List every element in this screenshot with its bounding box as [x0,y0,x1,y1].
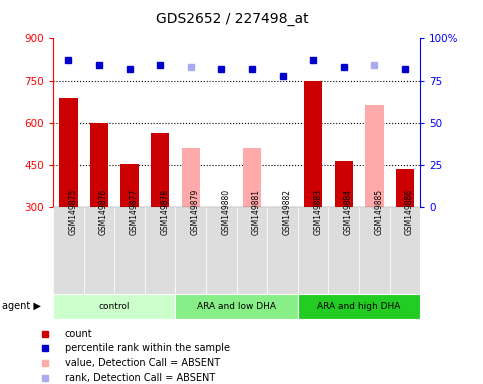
Text: count: count [65,329,93,339]
Bar [243,148,261,207]
Bar [304,81,322,207]
Bar [335,161,353,207]
Bar [151,133,170,207]
Bar [298,207,328,294]
Bar [175,207,206,294]
Text: GSM149882: GSM149882 [283,189,292,235]
Text: agent ▶: agent ▶ [2,301,41,311]
Text: control: control [99,302,130,311]
Bar [396,169,414,207]
Text: GSM149881: GSM149881 [252,189,261,235]
Bar [182,148,200,207]
Text: GSM149879: GSM149879 [191,189,200,235]
Text: GSM149885: GSM149885 [374,189,384,235]
Text: ARA and low DHA: ARA and low DHA [197,302,276,311]
Bar [237,207,267,294]
Text: GSM149886: GSM149886 [405,189,414,235]
Bar [84,207,114,294]
Bar [53,294,175,319]
Text: GSM149883: GSM149883 [313,189,322,235]
Text: rank, Detection Call = ABSENT: rank, Detection Call = ABSENT [65,373,215,383]
Text: GSM149878: GSM149878 [160,189,169,235]
Bar [53,207,84,294]
Bar [267,207,298,294]
Bar [175,294,298,319]
Bar [120,164,139,207]
Bar [328,207,359,294]
Text: GSM149877: GSM149877 [129,189,139,235]
Text: value, Detection Call = ABSENT: value, Detection Call = ABSENT [65,358,220,368]
Bar [390,207,420,294]
Bar [298,294,420,319]
Bar [365,104,384,207]
Text: GDS2652 / 227498_at: GDS2652 / 227498_at [156,12,308,25]
Bar [59,98,78,207]
Text: GSM149880: GSM149880 [221,189,230,235]
Bar [359,207,390,294]
Text: ARA and high DHA: ARA and high DHA [317,302,401,311]
Bar [145,207,175,294]
Text: GSM149876: GSM149876 [99,189,108,235]
Text: GSM149884: GSM149884 [344,189,353,235]
Text: GSM149875: GSM149875 [69,189,77,235]
Bar [90,123,108,207]
Text: percentile rank within the sample: percentile rank within the sample [65,343,230,353]
Bar [114,207,145,294]
Bar [206,207,237,294]
